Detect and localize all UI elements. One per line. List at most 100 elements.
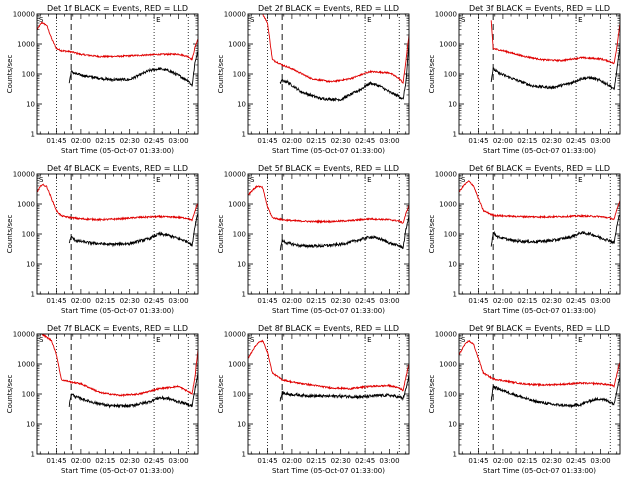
- y-tick-label: 1: [242, 451, 246, 459]
- x-tick-label: 01:45: [257, 457, 277, 465]
- y-tick-label: 10000: [224, 331, 246, 339]
- chart-title: Det 1f BLACK = Events, RED = LLD: [47, 4, 188, 13]
- x-tick-label: 01:45: [468, 297, 488, 305]
- y-tick-label: 1: [31, 291, 35, 299]
- chart-panel: Det 8f BLACK = Events, RED = LLD Counts/s…: [217, 324, 410, 475]
- end-marker-label: E: [367, 16, 371, 24]
- y-tick-label: 1: [453, 291, 457, 299]
- x-tick-label: 02:00: [282, 297, 302, 305]
- y-axis-label: Counts/sec: [217, 375, 225, 414]
- x-axis-label: Start Time (05-Oct-07 01:33:00): [61, 147, 174, 155]
- x-tick-label: 02:45: [355, 297, 375, 305]
- x-tick-label: 02:30: [542, 137, 562, 145]
- event-rate-line: [490, 47, 620, 91]
- y-axis-label: Counts/sec: [6, 375, 14, 414]
- start-marker-label: S: [461, 336, 466, 344]
- x-tick-label: 01:45: [46, 297, 66, 305]
- x-tick-label: 02:30: [331, 137, 351, 145]
- x-tick-label: 01:45: [468, 137, 488, 145]
- y-tick-label: 1000: [439, 201, 457, 209]
- chart-title: Det 4f BLACK = Events, RED = LLD: [47, 164, 188, 173]
- chart-title: Det 7f BLACK = Events, RED = LLD: [47, 324, 188, 333]
- y-tick-label: 10000: [435, 331, 457, 339]
- plot-frame: [36, 333, 199, 455]
- y-tick-label: 1: [242, 131, 246, 139]
- lld-rate-line: [248, 339, 409, 392]
- lld-rate-line: [248, 184, 409, 224]
- chart-title: Det 2f BLACK = Events, RED = LLD: [258, 4, 399, 13]
- x-tick-label: 02:45: [355, 137, 375, 145]
- x-tick-label: 02:00: [493, 457, 513, 465]
- y-tick-label: 10: [26, 261, 35, 269]
- chart-panel: Det 3f BLACK = Events, RED = LLD Counts/s…: [428, 4, 621, 155]
- plot-frame: [36, 13, 199, 135]
- chart-title: Det 5f BLACK = Events, RED = LLD: [258, 164, 399, 173]
- x-axis-label: Start Time (05-Oct-07 01:33:00): [483, 467, 596, 475]
- x-tick-label: 02:15: [517, 137, 537, 145]
- x-tick-label: 03:00: [168, 297, 188, 305]
- x-tick-label: 02:30: [120, 457, 140, 465]
- y-tick-label: 1000: [228, 41, 246, 49]
- x-tick-label: 02:15: [306, 457, 326, 465]
- x-tick-label: 02:45: [144, 457, 164, 465]
- y-tick-label: 10000: [435, 11, 457, 19]
- y-tick-label: 10000: [435, 171, 457, 179]
- lld-rate-line: [459, 339, 620, 388]
- event-rate-line: [68, 51, 198, 87]
- event-rate-line: [279, 214, 409, 251]
- y-axis-label: Counts/sec: [217, 55, 225, 94]
- y-axis-label: Counts/sec: [6, 215, 14, 254]
- plot-frame: [247, 173, 410, 295]
- y-tick-label: 1000: [17, 361, 35, 369]
- end-marker-label: E: [578, 16, 582, 24]
- x-tick-label: 02:00: [71, 457, 91, 465]
- lld-rate-line: [262, 14, 409, 84]
- y-tick-label: 1000: [439, 361, 457, 369]
- chart-title: Det 3f BLACK = Events, RED = LLD: [469, 4, 610, 13]
- y-tick-label: 1: [31, 131, 35, 139]
- plot-frame: [247, 13, 410, 135]
- start-marker-label: S: [250, 176, 255, 184]
- x-tick-label: 02:30: [120, 297, 140, 305]
- x-axis-label: Start Time (05-Oct-07 01:33:00): [61, 307, 174, 315]
- y-tick-label: 10000: [224, 11, 246, 19]
- x-tick-label: 02:15: [306, 137, 326, 145]
- x-axis-label: Start Time (05-Oct-07 01:33:00): [272, 307, 385, 315]
- chart-panel: Det 2f BLACK = Events, RED = LLD Counts/s…: [217, 4, 410, 155]
- x-tick-label: 03:00: [379, 137, 399, 145]
- x-tick-label: 03:00: [590, 297, 610, 305]
- x-axis-label: Start Time (05-Oct-07 01:33:00): [483, 307, 596, 315]
- x-tick-label: 03:00: [590, 457, 610, 465]
- chart-panel: Det 9f BLACK = Events, RED = LLD Counts/s…: [428, 324, 621, 475]
- end-marker-label: E: [578, 336, 582, 344]
- end-marker-label: E: [578, 176, 582, 184]
- x-tick-label: 02:45: [566, 457, 586, 465]
- plot-frame: [458, 333, 621, 455]
- plot-frame: [247, 333, 410, 455]
- y-tick-label: 100: [233, 231, 246, 239]
- x-tick-label: 03:00: [379, 457, 399, 465]
- x-axis-label: Start Time (05-Oct-07 01:33:00): [61, 467, 174, 475]
- lld-rate-line: [490, 20, 620, 65]
- event-rate-line: [68, 372, 198, 409]
- y-tick-label: 100: [22, 391, 35, 399]
- x-tick-label: 02:00: [71, 297, 91, 305]
- y-tick-label: 10: [448, 101, 457, 109]
- start-marker-label: S: [461, 16, 466, 24]
- chart-panel: Det 1f BLACK = Events, RED = LLD Counts/s…: [6, 4, 199, 155]
- y-tick-label: 1000: [228, 361, 246, 369]
- y-tick-label: 1: [31, 451, 35, 459]
- y-tick-label: 100: [444, 391, 457, 399]
- y-tick-label: 1000: [17, 201, 35, 209]
- x-tick-label: 02:30: [331, 457, 351, 465]
- x-tick-label: 01:45: [257, 137, 277, 145]
- x-tick-label: 03:00: [168, 137, 188, 145]
- x-tick-label: 02:15: [95, 457, 115, 465]
- y-tick-label: 10: [448, 421, 457, 429]
- x-tick-label: 02:15: [517, 297, 537, 305]
- end-marker-label: E: [156, 176, 160, 184]
- start-marker-label: S: [39, 16, 44, 24]
- y-axis-label: Counts/sec: [428, 215, 436, 254]
- y-axis-label: Counts/sec: [6, 55, 14, 94]
